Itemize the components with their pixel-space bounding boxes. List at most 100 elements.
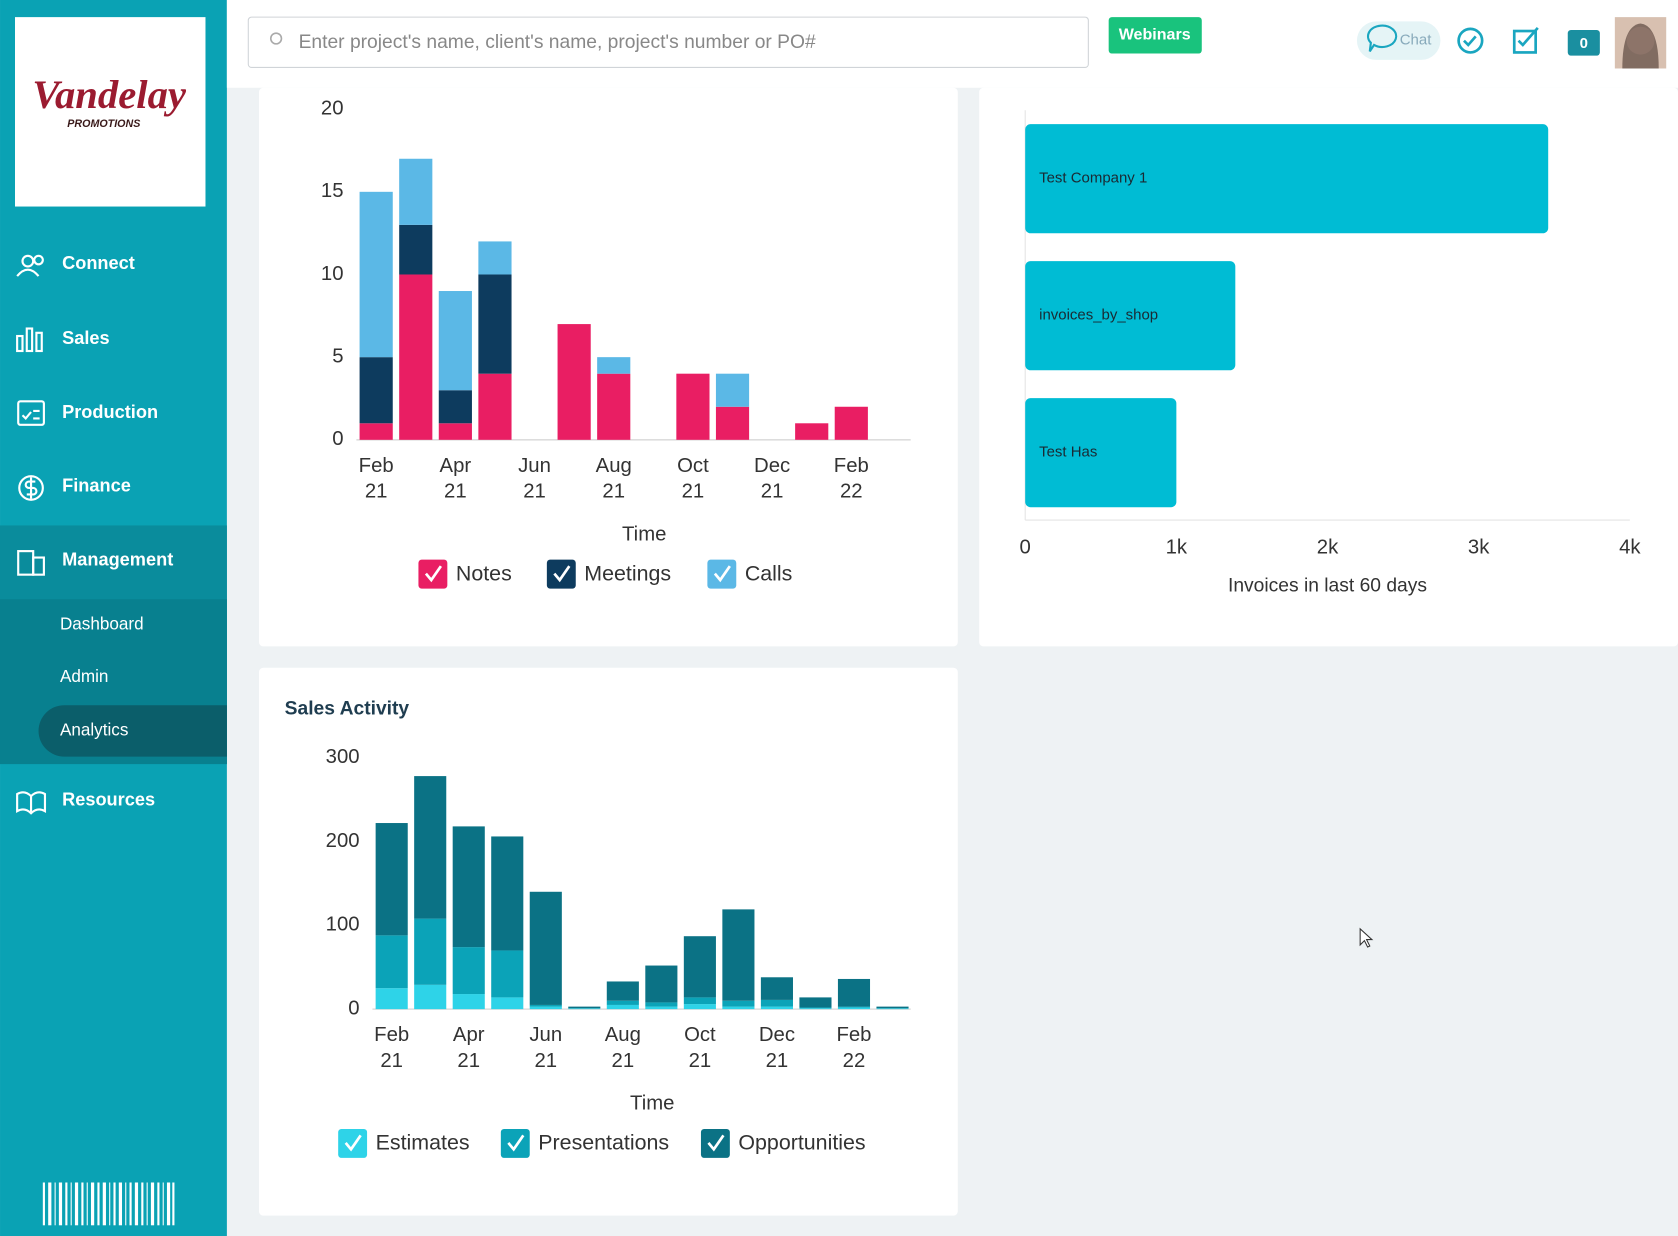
chat-button[interactable] (1356, 21, 1441, 60)
x-tick-label: Dec 21 (754, 454, 791, 503)
x-tick-label: Aug 21 (604, 1024, 641, 1073)
bar-segment (414, 984, 447, 1010)
x-tick-label: Apr 21 (452, 1024, 485, 1073)
legend-checkbox[interactable] (338, 1128, 368, 1158)
bar-segment (399, 274, 433, 440)
bar-segment (876, 1008, 909, 1010)
legend-label: Meetings (584, 561, 671, 585)
x-tick-label-box: Apr 21 (452, 1024, 485, 1073)
submenu-item[interactable]: Dashboard (60, 614, 144, 633)
y-tick-label: 100 (326, 914, 360, 936)
x-tick-label-box: Feb 22 (836, 1024, 872, 1073)
menu-item[interactable]: Resources (62, 789, 155, 809)
y-tick-label: 0 (348, 998, 359, 1020)
legend-checkbox[interactable] (546, 559, 576, 589)
bar-segment (452, 947, 485, 995)
x-tick-label: Aug 21 (595, 454, 632, 503)
menu-icons (16, 254, 47, 815)
legend-label: Notes (456, 561, 512, 585)
bar (1025, 124, 1549, 234)
bar-segment (478, 274, 512, 374)
bar-segment (645, 965, 678, 1003)
x-tick-label-box: Jun 21 (529, 1024, 563, 1073)
bar-segment (760, 1006, 793, 1010)
x-tick-label-box: Feb 22 (833, 454, 869, 503)
badge[interactable] (1567, 29, 1600, 56)
legend-check (707, 1134, 725, 1152)
x-tick-label: Feb 22 (833, 454, 869, 503)
x-tick-label-box: Oct 21 (684, 1024, 716, 1072)
bar-segment (645, 1006, 678, 1010)
bar-segment (837, 978, 871, 1007)
logo-name: Vandelay (32, 72, 187, 117)
bar-segment (597, 357, 631, 374)
bar-segment (414, 918, 447, 985)
x-tick-label: 0 (1020, 536, 1031, 558)
cursor (1359, 927, 1374, 948)
bar-segment (529, 1006, 562, 1010)
legend-checkbox[interactable] (700, 1128, 730, 1158)
badge-count: 0 (1580, 35, 1588, 52)
submenu-item[interactable]: Analytics (60, 720, 128, 739)
x-tick-label-box: Oct 21 (677, 454, 709, 503)
x-tick-label: Feb 22 (836, 1024, 872, 1073)
x-tick-label: 2k (1317, 536, 1339, 558)
menu-item[interactable]: Production (62, 402, 158, 422)
search-box[interactable] (247, 16, 1089, 68)
logo-box[interactable] (15, 17, 206, 207)
chart-title: Sales Activity (285, 699, 410, 720)
bar-segment (529, 891, 562, 1005)
x-tick-label: Feb 21 (358, 454, 394, 503)
x-tick-label: 4k (1619, 536, 1641, 558)
clock-check (1463, 35, 1477, 47)
legend-checkbox[interactable] (418, 559, 448, 589)
bar-segment (606, 1004, 639, 1010)
menu-item[interactable]: Sales (62, 328, 110, 348)
bar-segment (452, 826, 485, 948)
menu-item[interactable]: Management (62, 550, 173, 570)
y-tick-label: 5 (332, 346, 343, 368)
bar-segment (529, 1004, 562, 1007)
menu-item[interactable]: Finance (62, 476, 131, 496)
bar-segment (722, 1006, 755, 1010)
x-tick-label-box: Dec 21 (759, 1024, 795, 1072)
submenu-item[interactable]: Admin (60, 667, 109, 686)
legend-checkbox[interactable] (500, 1128, 530, 1158)
bar-segment (491, 836, 524, 951)
bar-segment (837, 1006, 871, 1008)
x-axis-label: Invoices in last 60 days (1228, 576, 1427, 597)
bar-segment (491, 950, 524, 998)
y-tick-label: 0 (332, 428, 343, 450)
x-tick-label-box: Dec 21 (754, 454, 791, 503)
bar-segment (645, 1002, 678, 1007)
bar-label: Test Company 1 (1039, 170, 1147, 187)
x-tick-label: Jun 21 (518, 454, 551, 503)
bar-segment (715, 406, 750, 440)
bar-segment (375, 823, 408, 936)
legend-checkbox[interactable] (707, 559, 737, 589)
bar-segment (722, 909, 755, 1001)
bar-segment (837, 1007, 871, 1010)
clock-icon[interactable] (1457, 27, 1484, 54)
bar-label: Test Has (1039, 444, 1097, 461)
webinars-button[interactable] (1108, 17, 1202, 54)
x-tick-label: Oct 21 (677, 454, 709, 503)
tasks-icon[interactable] (1512, 29, 1537, 54)
y-tick-label: 300 (326, 746, 360, 768)
bar-segment (478, 373, 512, 440)
bar-segment (834, 406, 868, 440)
menu-item[interactable]: Connect (62, 253, 135, 273)
active-item[interactable] (38, 705, 227, 757)
avatar-hair (1622, 23, 1659, 69)
bar-segment (683, 936, 716, 998)
bar-segment (568, 1006, 601, 1009)
bar-segment (606, 1000, 639, 1005)
y-tick-label: 15 (321, 180, 344, 202)
bar-segment (399, 224, 433, 275)
x-tick-label-box: Aug 21 (604, 1024, 641, 1073)
bar-segment (478, 241, 512, 275)
x-tick-label: Jun 21 (529, 1024, 563, 1073)
legend-label: Estimates (376, 1131, 470, 1155)
bar-segment (491, 997, 524, 1010)
